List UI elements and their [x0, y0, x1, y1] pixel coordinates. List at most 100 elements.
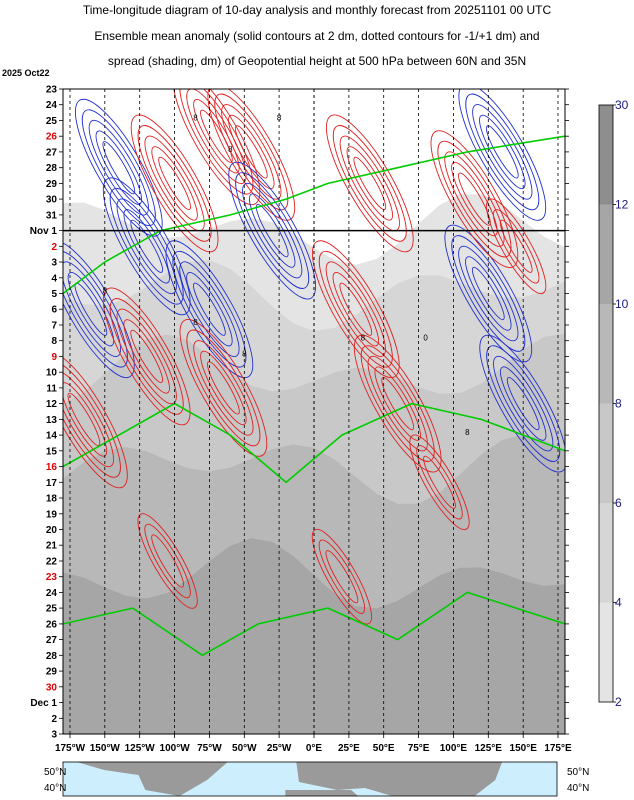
anomaly-contour: [346, 146, 393, 221]
land-mass-2: [285, 790, 358, 796]
anomaly-contour: [102, 177, 191, 316]
map-lat-label-left: 40°N: [44, 783, 66, 794]
anomaly-contour: [207, 361, 240, 415]
anomaly-contour: [451, 235, 526, 352]
anomaly-contour: [500, 366, 547, 441]
anomaly-contour: [67, 392, 101, 447]
anomaly-contour: [255, 203, 289, 258]
anomaly-contour: [332, 125, 407, 242]
anomaly-contour: [193, 340, 254, 436]
y-tick-label: 31: [46, 210, 58, 221]
anomaly-contour: [485, 125, 519, 179]
anomaly-contour: [172, 250, 247, 368]
colorbar-segment: [599, 304, 613, 404]
x-tick-label: 0°E: [306, 743, 323, 754]
anomaly-contour: [63, 371, 114, 468]
anomaly-contour: [186, 329, 261, 447]
anomaly-contour: [235, 172, 310, 289]
anomaly-contour: [172, 89, 261, 206]
y-tick-label: 11: [46, 383, 57, 394]
contour-label: 8: [277, 114, 282, 123]
colorbar-tick-label: 4: [615, 596, 622, 610]
x-tick-label: 50°W: [232, 743, 257, 754]
y-tick-label: 30: [46, 195, 58, 206]
y-tick-label: 28: [46, 651, 58, 662]
anomaly-contour: [353, 334, 442, 473]
y-tick-label: 3: [51, 730, 57, 741]
colorbar-segment: [599, 503, 613, 603]
contour-label: 8: [193, 318, 198, 327]
anomaly-contour: [493, 355, 554, 452]
x-tick-label: 125°E: [475, 743, 503, 754]
anomaly-contour: [81, 109, 156, 227]
anomaly-contour: [409, 434, 470, 531]
anomaly-contour: [325, 261, 386, 357]
y-tick-label: 13: [46, 415, 58, 426]
anomaly-contour: [130, 219, 164, 273]
x-tick-label: 100°W: [160, 743, 191, 754]
y-tick-label: 2: [51, 714, 57, 725]
anomaly-contour: [63, 240, 135, 379]
anomaly-contour: [123, 319, 170, 394]
anomaly-contour: [381, 376, 415, 431]
x-tick-label: 175°E: [544, 743, 572, 754]
anomaly-contour: [471, 266, 505, 321]
anomaly-contour: [465, 93, 540, 211]
colorbar-segment: [599, 403, 613, 503]
y-tick-label: 25: [46, 116, 58, 127]
map-lat-label-right: 50°N: [567, 767, 589, 778]
anomaly-contour: [318, 250, 393, 368]
anomaly-contour: [311, 528, 372, 625]
anomaly-contour: [116, 198, 177, 295]
x-tick-label: 75°E: [408, 743, 430, 754]
colorbar-segment: [599, 602, 613, 702]
y-tick-label: 5: [51, 289, 57, 300]
anomaly-contour: [67, 272, 115, 347]
anomaly-contour: [367, 355, 428, 452]
y-tick-label: 27: [46, 635, 58, 646]
anomaly-contour: [137, 513, 198, 609]
anomaly-contour: [325, 114, 414, 253]
y-tick-label: 15: [46, 446, 58, 457]
y-tick-label: 17: [46, 478, 58, 489]
contour-label: 8: [361, 334, 366, 343]
anomaly-contour: [193, 99, 240, 174]
x-tick-label: 25°E: [338, 743, 360, 754]
y-tick-label: 26: [46, 132, 58, 143]
y-tick-label: 4: [51, 273, 57, 284]
contour-label: 8: [193, 114, 198, 123]
map-body: [63, 762, 557, 796]
anomaly-contour: [318, 539, 366, 614]
anomaly-contour: [102, 141, 136, 195]
contour-label: 8: [465, 428, 470, 437]
y-tick-label: 24: [46, 588, 58, 599]
anomaly-contour: [165, 240, 254, 379]
anomaly-contour: [479, 334, 565, 473]
anomaly-contour: [499, 219, 533, 273]
y-tick-label: 7: [51, 321, 57, 332]
chart-title-line-3: spread (shading, dm) of Geopotential hei…: [107, 54, 527, 68]
y-tick-label: Nov 1: [30, 226, 58, 237]
anomaly-contour: [137, 125, 212, 242]
y-tick-label: 29: [46, 667, 58, 678]
zero-contour-2: [63, 591, 565, 657]
x-tick-label: 50°E: [373, 743, 395, 754]
chart-title-line-1: Time-longitude diagram of 10-day analysi…: [82, 3, 552, 17]
colorbar-tick-label: 2: [615, 695, 622, 709]
anomaly-contour: [325, 550, 359, 604]
x-tick-label: 150°W: [90, 743, 121, 754]
start-date-label: 2025 Oct22: [2, 68, 50, 78]
colorbar-segment: [599, 105, 613, 205]
y-tick-label: 12: [46, 399, 58, 410]
y-tick-label: 21: [46, 541, 58, 552]
anomaly-contour: [109, 187, 184, 305]
y-tick-label: 2: [51, 242, 57, 253]
anomaly-contour: [63, 350, 128, 489]
contour-label: 0: [423, 334, 428, 343]
y-tick-label: 22: [46, 557, 58, 568]
anomaly-contour: [360, 345, 435, 462]
anomaly-contour: [228, 161, 317, 300]
anomaly-contour: [506, 376, 540, 431]
